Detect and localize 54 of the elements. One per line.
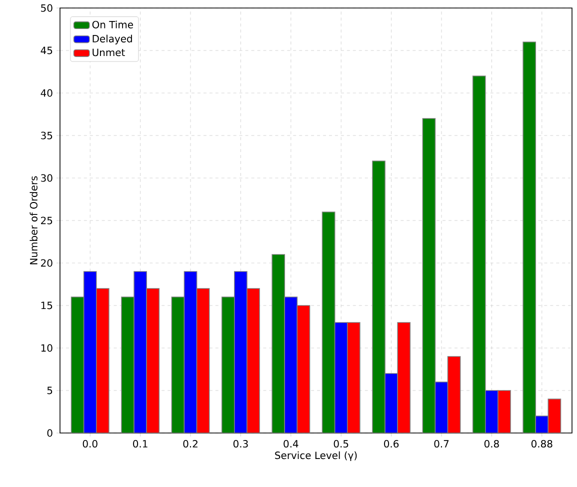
y-tick-label: 45 — [40, 46, 52, 54]
bar — [397, 322, 411, 433]
bar — [372, 160, 386, 433]
bar — [472, 76, 486, 433]
x-tick-label: 0.4 — [284, 440, 298, 448]
x-tick-label: 0.6 — [384, 440, 399, 448]
x-tick-label: 0.1 — [133, 440, 148, 448]
y-tick-label: 25 — [41, 216, 52, 224]
y-tick-label: 20 — [41, 259, 52, 267]
bar — [272, 254, 285, 433]
y-tick-label: 0 — [47, 429, 52, 437]
legend-label: Unmet — [92, 48, 125, 56]
bar — [548, 398, 562, 433]
legend-label: Delayed — [92, 34, 132, 44]
bar — [535, 416, 549, 433]
y-tick-label: 5 — [47, 386, 52, 394]
x-tick-label: 0.3 — [233, 440, 248, 448]
y-tick-label: 10 — [41, 344, 52, 352]
x-tick-label: 0.5 — [334, 440, 348, 448]
bar — [384, 373, 398, 433]
bar — [346, 322, 360, 433]
bar — [121, 296, 134, 433]
x-tick-label: 0.7 — [434, 440, 449, 448]
y-tick-label: 35 — [41, 132, 52, 140]
x-tick-label: 0.2 — [183, 440, 198, 448]
bar — [334, 322, 348, 433]
x-tick-label: 0.8 — [484, 440, 499, 448]
bar — [246, 288, 260, 433]
legend-label: On Time — [92, 20, 134, 28]
x-tick-label: 0.88 — [531, 440, 552, 448]
y-tick-label: 50 — [41, 4, 52, 12]
bar — [447, 356, 461, 433]
bar — [422, 118, 436, 433]
y-tick-label: 15 — [41, 302, 52, 310]
bar — [284, 297, 298, 433]
bar — [522, 42, 536, 433]
bar — [434, 382, 448, 433]
bar — [134, 271, 147, 433]
x-axis-title: Service Level (γ) — [275, 451, 357, 462]
bar — [171, 296, 185, 433]
bar — [70, 296, 84, 433]
bar — [221, 296, 235, 433]
y-tick-label: 30 — [41, 174, 52, 182]
bar — [146, 288, 160, 433]
y-tick-label: 40 — [40, 89, 52, 97]
bar — [83, 271, 97, 433]
bar — [234, 271, 248, 433]
bar — [196, 288, 210, 433]
bar — [184, 271, 198, 433]
bar — [297, 306, 310, 433]
y-axis-title: Number of Orders — [30, 176, 38, 264]
bar — [322, 212, 336, 433]
bar — [96, 288, 110, 433]
x-tick-label: 0.0 — [82, 440, 98, 448]
